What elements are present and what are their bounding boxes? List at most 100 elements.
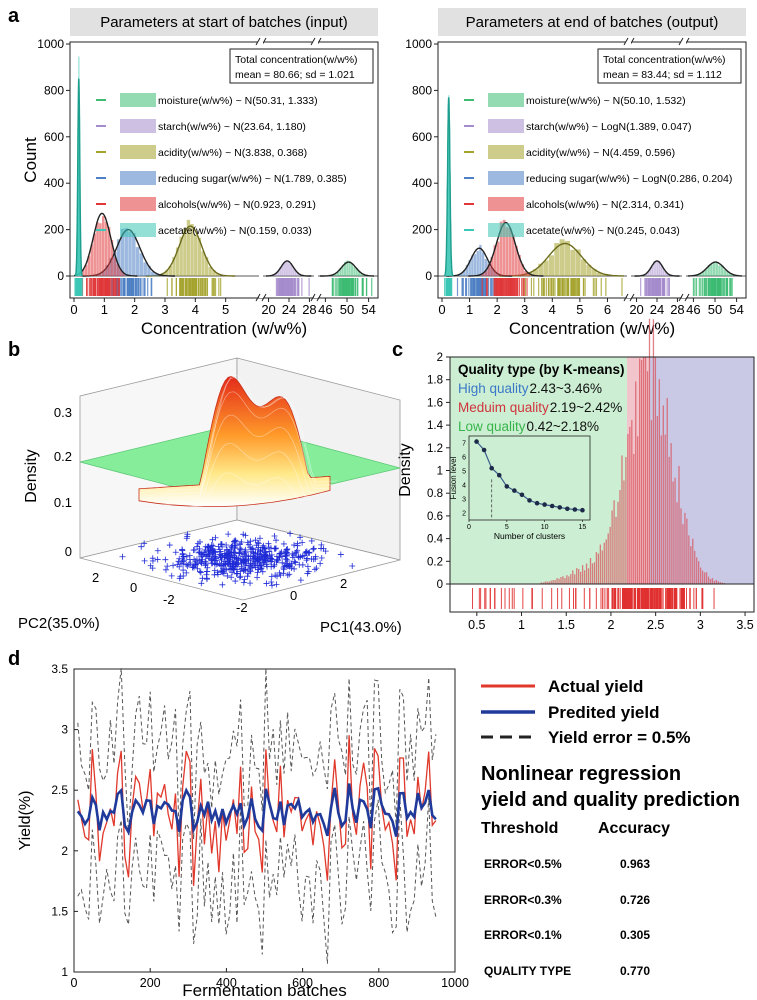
- a-xtick-label: 28: [670, 302, 684, 317]
- c-hist-bar: [585, 563, 588, 584]
- c-hist-bar: [627, 433, 629, 584]
- c-hist-bar: [599, 544, 601, 584]
- a-hist-bar: [289, 263, 291, 276]
- b-scatter-point: [349, 563, 356, 570]
- d-xtick-label: 0: [71, 976, 78, 990]
- a-hist-bar: [273, 274, 276, 276]
- a-hist-bar: [341, 264, 344, 276]
- c-inset-point: [572, 507, 578, 512]
- c-hist-bar: [690, 546, 692, 584]
- a-legend-label: alcohols(w/w%) ~ N(2.314, 0.341): [526, 199, 684, 211]
- a-xtick-label: 4: [192, 302, 199, 317]
- panel-c-histogram: 0 0.2 0.4 0.6 0.8 1 1.2 1.4 1.6 1.8 2 0.5 1 1.5 2 2.5 3 3…: [397, 318, 755, 632]
- a-ytick-label: 800: [44, 83, 64, 97]
- b-scatter-point: [312, 555, 319, 562]
- d-legend-actual: Actual yield: [548, 677, 643, 696]
- b-scatter-point: [179, 555, 186, 562]
- a-hist-bar: [190, 223, 194, 276]
- a-hist-bar: [667, 274, 670, 276]
- b-surface-contour: [157, 391, 328, 499]
- a-hist-bar: [524, 271, 527, 276]
- a-ytick-label: 200: [412, 223, 432, 237]
- a-hist-bar: [151, 271, 155, 276]
- c-hist-bar: [633, 453, 635, 584]
- c-hist-bar: [566, 575, 568, 584]
- a-xtick-label: 50: [708, 302, 722, 317]
- b-scatter-point: [197, 569, 204, 576]
- b-scatter-point: [198, 580, 205, 587]
- c-hist-bar: [715, 580, 718, 584]
- a-xtick-label: 6: [604, 302, 611, 317]
- a-hist-bar: [110, 240, 114, 276]
- a-hist-bar: [495, 273, 498, 276]
- b-scatter-point: [227, 553, 234, 560]
- c-hist-bar: [705, 572, 708, 584]
- a-ytick-label: 600: [412, 130, 432, 144]
- b-scatter-point: [179, 546, 186, 553]
- c-hist-bar: [583, 570, 586, 584]
- a-hist-bar: [493, 245, 497, 276]
- a-hist-bar: [277, 270, 280, 276]
- a-hist-bar: [487, 264, 491, 276]
- a-hist-bar: [508, 228, 512, 276]
- a-hist-bar: [113, 257, 117, 276]
- a-hist-bar: [664, 271, 666, 276]
- b-scatter-point: [254, 539, 261, 546]
- b-scatter-point: [218, 556, 225, 563]
- b-scatter-point: [262, 548, 269, 555]
- a-hist-bar: [348, 261, 351, 276]
- b-scatter-point: [303, 548, 310, 555]
- a-left-title-bar: [70, 8, 378, 36]
- b-scatter-point: [271, 545, 278, 552]
- a-hist-bar: [204, 257, 209, 276]
- b-scatter-point: [256, 535, 263, 542]
- a-ytick-label: 400: [44, 176, 64, 190]
- panel-d-yield-plot: 1 1.5 2 2.5 3 3.5 0 200 400 600 800 1000 Fermentatio…: [17, 662, 469, 1000]
- b-scatter-point: [291, 552, 298, 559]
- d-table-row-2-threshold: ERROR<0.1%: [484, 928, 562, 942]
- b-scatter-point: [198, 553, 205, 560]
- b-scatter-point: [224, 555, 231, 562]
- c-inset-point: [512, 488, 517, 493]
- c-hist-bar: [664, 434, 666, 584]
- b-scatter-point: [281, 563, 288, 570]
- b-pc2-tick-0: 2: [92, 570, 99, 585]
- c-hist-bar: [570, 574, 572, 584]
- c-inset-ytick-label: 4: [462, 483, 466, 490]
- c-hist-bar: [556, 578, 558, 584]
- c-hist-bar: [648, 318, 651, 584]
- b-scatter-point: [225, 531, 232, 538]
- b-scatter-point: [296, 561, 303, 568]
- b-ztick-0: 0: [65, 544, 72, 559]
- a-hist-bar: [291, 264, 293, 276]
- c-ytick-label: 1.4: [427, 420, 444, 432]
- b-scatter-point: [138, 543, 145, 550]
- c-hist-bar: [578, 569, 580, 584]
- c-inset-ytick-label: 5: [462, 469, 466, 476]
- c-hist-bar: [680, 508, 682, 584]
- a-hist-bar: [90, 244, 94, 276]
- a-right-title: Parameters at end of batches (output): [466, 14, 719, 31]
- b-scatter-point: [164, 563, 171, 570]
- b-scatter-point: [286, 571, 293, 578]
- a-hist-bar: [655, 261, 657, 276]
- a-hist-bar: [135, 247, 140, 276]
- c-ytick-label: 0.4: [427, 534, 444, 546]
- d-ytick-label: 1.5: [51, 904, 68, 918]
- panel-label-a: a: [8, 5, 20, 27]
- d-accuracy-table: Nonlinear regression yield and quality p…: [481, 763, 740, 978]
- b-scatter-point: [180, 567, 187, 574]
- c-hist-bar: [631, 420, 633, 584]
- b-ztick-1: 0.1: [54, 495, 72, 510]
- b-scatter-point: [297, 534, 304, 541]
- b-scatter-point: [202, 561, 209, 568]
- b-scatter-point: [238, 538, 245, 545]
- d-table-title-2: yield and quality prediction: [481, 789, 740, 811]
- c-hist-bar: [682, 524, 684, 584]
- panel-label-d: d: [8, 648, 20, 670]
- a-xtick-label: 5: [222, 302, 229, 317]
- d-table-header-accuracy: Accuracy: [598, 820, 670, 837]
- a-total-box: [597, 48, 742, 84]
- a-plot-frame: [437, 41, 747, 299]
- b-scatter-point: [294, 540, 301, 547]
